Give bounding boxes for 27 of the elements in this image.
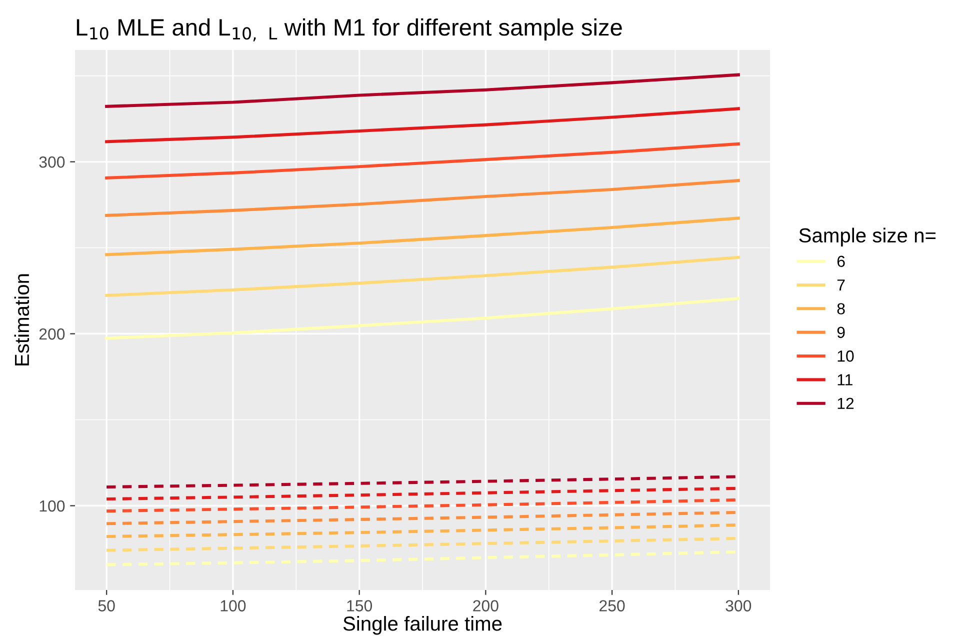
x-tick-label: 150 — [347, 600, 372, 612]
line-series — [105, 179, 740, 217]
x-axis-title: Single failure time — [343, 616, 502, 635]
y-tick-label: 100 — [40, 500, 65, 512]
line-series — [105, 142, 740, 180]
y-tick-label: 200 — [39, 328, 65, 340]
legend-label: 8 — [837, 303, 845, 314]
x-tick-label: 200 — [473, 600, 498, 612]
line-series — [105, 73, 740, 108]
legend-label: 11 — [838, 374, 852, 386]
legend-label: 9 — [837, 326, 845, 338]
line-series — [105, 296, 740, 340]
line-series — [105, 216, 740, 256]
legend-label: 7 — [837, 280, 845, 291]
legend-title: Sample size n= — [799, 228, 936, 247]
x-tick-label: 50 — [98, 600, 115, 612]
legend-label: 10 — [838, 350, 854, 362]
x-tick-label: 250 — [600, 600, 625, 612]
legend-label: 12 — [838, 398, 854, 409]
y-tick-label: 300 — [39, 156, 65, 168]
y-axis-title: Estimation — [14, 274, 30, 366]
chart-title: L$_{10}$ MLE and L$_{10, L}$ with M1 for different sample size — [76, 18, 622, 42]
legend-label: 6 — [837, 256, 845, 268]
line-series — [105, 256, 740, 297]
x-tick-label: 300 — [726, 600, 752, 612]
line-series — [105, 107, 740, 144]
x-tick-label: 100 — [220, 600, 246, 612]
